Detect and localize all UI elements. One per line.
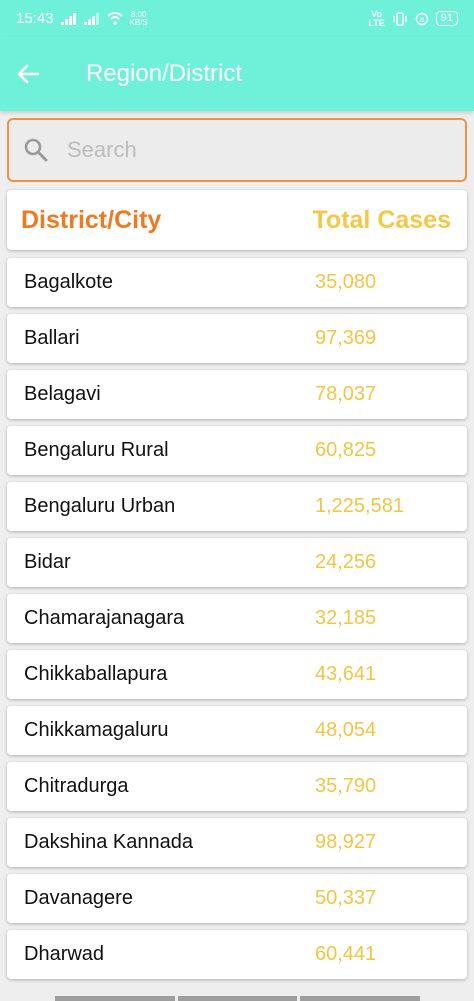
district-name: Chikkaballapura [24,663,168,685]
status-left: 15:43 8.00 KB/S [16,10,148,27]
table-row[interactable]: Chitradurga 35,790 [7,762,467,811]
district-name: Dharwad [24,943,105,965]
vibrate-icon [393,11,407,26]
district-list: Bagalkote 35,080 Ballari 97,369 Belagavi 78,0… [7,258,467,986]
signal-icon [60,12,76,25]
table-row[interactable]: Belagavi 78,037 [7,370,467,419]
table-row[interactable]: Davanagere 50,337 [7,874,467,923]
district-name: Chikkamagaluru [24,719,169,741]
total-cases-value: 24,256 [315,551,377,573]
total-cases-value: 32,185 [315,607,377,629]
total-cases-value: 48,054 [315,719,377,741]
status-bar: 15:43 8.00 KB/S Vo LTE a 91 [0,0,474,37]
arrow-left-icon [17,64,39,84]
district-name: Bengaluru Urban [24,495,176,517]
table-row[interactable]: Dakshina Kannada 98,927 [7,818,467,867]
battery-indicator: 91 [435,11,458,26]
divider [55,996,175,1001]
total-cases-value: 35,790 [315,775,377,797]
district-name: Bidar [24,551,71,573]
net-speed-value: 8.00 [130,9,147,19]
app-bar: Region/District [0,37,474,111]
svg-text:a: a [420,15,425,24]
district-name: Chitradurga [24,775,129,797]
search-box[interactable] [7,118,467,182]
column-header-total-cases: Total Cases [312,205,451,234]
table-header: District/City Total Cases [7,190,467,250]
search-icon [24,138,48,162]
wifi-icon [106,12,123,25]
district-name: Ballari [24,327,80,349]
column-header-district: District/City [21,205,162,234]
district-name: Davanagere [24,887,133,909]
district-name: Chamarajanagara [24,607,185,629]
total-cases-value: 98,927 [315,831,377,853]
volte-indicator: Vo LTE [368,8,385,28]
table-row[interactable]: Bidar 24,256 [7,538,467,587]
table-row[interactable]: Chikkamagaluru 48,054 [7,706,467,755]
net-speed-unit: KB/S [129,17,148,27]
net-speed: 8.00 KB/S [129,9,148,27]
status-right: Vo LTE a 91 [368,8,458,28]
partial-next-row [55,996,421,1001]
table-row[interactable]: Bengaluru Rural 60,825 [7,426,467,475]
volte-top: Vo [371,8,382,19]
page-title: Region/District [86,60,243,87]
total-cases-value: 1,225,581 [315,495,404,517]
total-cases-value: 50,337 [315,887,377,909]
total-cases-value: 97,369 [315,327,377,349]
total-cases-value: 43,641 [315,663,377,685]
signal-icon [83,12,99,25]
district-name: Dakshina Kannada [24,831,194,853]
data-saver-icon: a [415,12,428,25]
back-button[interactable] [0,37,64,111]
search-input[interactable] [65,136,429,164]
district-name: Bengaluru Rural [24,439,169,461]
total-cases-value: 60,825 [315,439,377,461]
volte-bottom: LTE [368,17,385,28]
table-row[interactable]: Ballari 97,369 [7,314,467,363]
table-row[interactable]: Bengaluru Urban 1,225,581 [7,482,467,531]
table-row[interactable]: Chamarajanagara 32,185 [7,594,467,643]
status-time: 15:43 [16,10,54,27]
total-cases-value: 35,080 [315,271,377,293]
table-row[interactable]: Chikkaballapura 43,641 [7,650,467,699]
divider [177,996,298,1001]
total-cases-value: 78,037 [315,383,377,405]
table-row[interactable]: Dharwad 60,441 [7,930,467,979]
district-name: Bagalkote [24,271,113,293]
district-name: Belagavi [24,383,101,405]
divider [300,996,421,1001]
total-cases-value: 60,441 [315,943,377,965]
table-row[interactable]: Bagalkote 35,080 [7,258,467,307]
